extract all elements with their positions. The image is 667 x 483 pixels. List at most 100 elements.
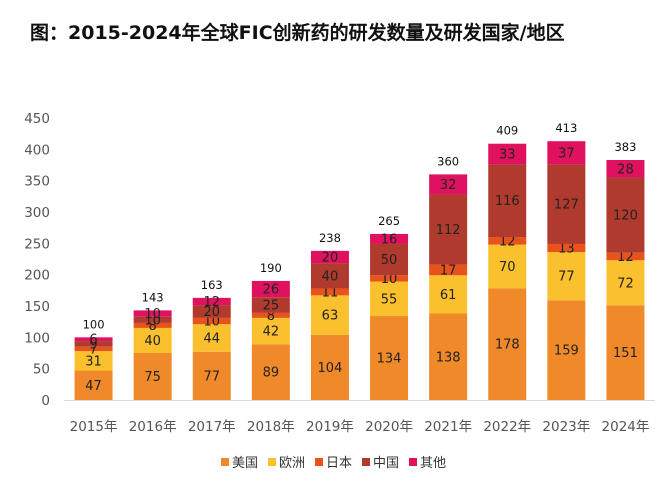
bar-value-label: 12 [203, 295, 220, 310]
y-tick-label: 400 [24, 142, 50, 158]
bar-segment [429, 275, 468, 314]
bar-segment [606, 252, 645, 261]
bar-segment [192, 324, 231, 352]
bar-value-label: 50 [381, 253, 398, 268]
bar-value-label: 63 [322, 309, 339, 324]
bar-segment [429, 174, 468, 195]
bar-value-label: 178 [495, 338, 520, 353]
x-tick-label: 2018年 [247, 419, 295, 435]
bar-segment [488, 288, 527, 400]
bar-segment [310, 288, 349, 296]
bar-value-label: 26 [263, 283, 280, 298]
bar-stack: 178 70 12 116 33 409 [488, 124, 527, 400]
bar-segment [547, 300, 586, 400]
bar-value-label: 8 [267, 309, 275, 324]
legend-item: 其他 [409, 452, 446, 471]
bar-segment [606, 260, 645, 306]
bar-segment [488, 237, 527, 245]
x-tick-label: 2024年 [602, 419, 650, 435]
bar-value-label: 75 [144, 370, 161, 385]
bar-stack: 134 55 10 50 16 265 [370, 214, 409, 400]
x-tick-label: 2020年 [365, 419, 413, 435]
bar-total-label: 413 [555, 121, 577, 135]
bar-stack: 151 72 12 120 28 383 [606, 140, 645, 400]
bar-value-label: 33 [499, 148, 516, 163]
bar-total-label: 143 [142, 290, 164, 304]
bar-total-label: 238 [319, 231, 341, 245]
bar-value-label: 40 [144, 334, 161, 349]
chart-title: 图：2015-2024年全球FIC创新药的研发数量及研发国家/地区 [30, 22, 565, 44]
bar-value-label: 12 [499, 234, 516, 249]
bar-segment [251, 312, 290, 318]
x-tick-label: 2019年 [306, 419, 354, 435]
bar-total-label: 265 [378, 214, 400, 228]
bar-value-label: 112 [436, 223, 461, 238]
bar-segment [488, 164, 527, 238]
bar-value-label: 44 [203, 331, 220, 346]
bar-segment [192, 305, 231, 318]
bar-value-label: 8 [149, 319, 157, 334]
bar-value-label: 10 [203, 315, 220, 330]
bar-segment [370, 243, 409, 276]
y-axis: 0 50 100 150 200 250 300 350 400 450 [24, 111, 50, 409]
legend-swatch [409, 457, 418, 466]
bar-total-label: 360 [437, 154, 459, 168]
bar-segment [370, 281, 409, 317]
bar-value-label: 40 [322, 269, 339, 284]
legend-item: 欧洲 [267, 452, 305, 471]
bar-value-label: 10 [381, 272, 398, 287]
bar-value-label: 72 [617, 276, 634, 291]
bar-segment [606, 305, 645, 400]
bar-segment [133, 353, 172, 400]
bar-value-label: 127 [554, 198, 579, 213]
bar-value-label: 77 [558, 270, 575, 285]
bar-segment [370, 316, 409, 400]
bar-value-label: 20 [322, 251, 339, 266]
bar-value-label: 37 [558, 146, 575, 161]
bar-segment [133, 316, 172, 323]
y-tick-label: 150 [24, 299, 50, 315]
bar-segment [429, 264, 468, 276]
bar-segment [310, 250, 349, 264]
bar-value-label: 47 [85, 379, 102, 394]
bar-value-label: 16 [381, 232, 398, 247]
bar-segment [74, 337, 113, 342]
bar-segment [74, 370, 113, 400]
bar-segment [133, 310, 172, 317]
bar-segment [488, 244, 527, 289]
bar-value-label: 6 [89, 333, 97, 348]
bar-stack: 138 61 17 112 32 360 [429, 154, 468, 400]
x-tick-label: 2016年 [129, 419, 177, 435]
bar-segment [251, 297, 290, 313]
x-tick-label: 2022年 [483, 419, 531, 435]
legend-label: 其他 [420, 456, 447, 471]
bar-value-label: 104 [318, 361, 343, 376]
bar-total-label: 100 [83, 317, 105, 331]
bar-segment [429, 194, 468, 265]
bar-value-label: 159 [554, 344, 579, 359]
bar-segment [547, 164, 586, 244]
bar-total-label: 383 [614, 140, 636, 154]
legend-label: 欧洲 [278, 456, 305, 471]
bar-segment [370, 233, 409, 244]
y-tick-label: 350 [24, 174, 50, 190]
bar-segment [310, 334, 349, 400]
legend-label: 美国 [231, 456, 258, 471]
y-tick-label: 450 [24, 111, 50, 127]
bar-value-label: 12 [617, 250, 634, 265]
bars: 4731796100754081010143774410201216389428… [74, 121, 645, 400]
bar-value-label: 151 [613, 346, 638, 361]
legend-label: 日本 [325, 456, 352, 471]
legend-swatch [362, 457, 370, 466]
legend-swatch [267, 457, 276, 466]
bar-segment [251, 317, 290, 345]
bar-segment [74, 346, 113, 352]
bar-segment [606, 159, 645, 178]
y-tick-label: 50 [33, 362, 50, 378]
bar-value-label: 138 [436, 350, 461, 365]
bar-segment [606, 177, 645, 253]
